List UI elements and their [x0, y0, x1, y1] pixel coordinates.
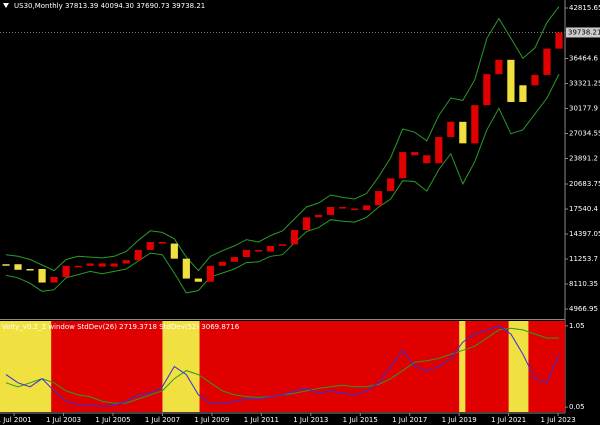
candle — [110, 263, 118, 267]
candle — [38, 269, 46, 283]
y-tick-label: 0.05 — [569, 403, 585, 411]
candle — [158, 241, 166, 244]
candle — [98, 263, 106, 267]
candle — [459, 121, 467, 144]
candle — [146, 241, 154, 250]
candle — [2, 264, 10, 266]
indicator-background — [0, 321, 565, 412]
indicator-highlight — [0, 321, 52, 412]
y-tick-label: 11253.7 — [569, 255, 598, 263]
candle — [86, 263, 94, 266]
candle — [471, 105, 479, 144]
candle — [363, 205, 371, 211]
y-tick-label: 20683.75 — [569, 180, 600, 188]
price-label: 39738.21 — [568, 28, 600, 36]
candle — [555, 32, 563, 49]
x-tick-label: 1 Jul 2011 — [244, 416, 279, 424]
y-tick-label: 14397.05 — [569, 230, 600, 238]
candle — [387, 178, 395, 192]
y-tick-label: 4966.95 — [569, 305, 598, 313]
x-tick-label: 1 Jul 2001 — [0, 416, 32, 424]
candle — [50, 276, 58, 283]
x-tick-label: 1 Jul 2017 — [392, 416, 427, 424]
candle — [122, 260, 130, 264]
menu-icon — [3, 3, 9, 8]
candle — [483, 74, 491, 106]
y-tick-label: 42815.65 — [569, 4, 600, 12]
candle — [351, 208, 359, 211]
x-tick-label: 1 Jul 2013 — [293, 416, 328, 424]
candle — [543, 48, 551, 75]
chart-title: US30,Monthly 37813.39 40094.30 37690.73 … — [14, 2, 205, 10]
candle — [14, 264, 22, 270]
candle — [314, 214, 323, 218]
indicator-title: Volty_v0.2_2 window StdDev(26) 2719.3718… — [2, 323, 240, 331]
x-tick-label: 1 Jul 2003 — [46, 416, 81, 424]
candle — [531, 74, 539, 86]
candle — [278, 244, 287, 246]
candle — [375, 191, 383, 206]
y-tick-label: 30177.9 — [569, 105, 598, 113]
candle — [242, 249, 251, 258]
candle — [302, 217, 311, 231]
candle — [399, 152, 407, 179]
candle — [447, 121, 455, 137]
candle — [254, 249, 263, 252]
y-tick-label: 23891.2 — [569, 155, 598, 163]
candle — [218, 261, 226, 266]
candle — [134, 249, 142, 261]
candle — [411, 152, 419, 156]
series-line — [5, 73, 560, 294]
candle — [266, 245, 275, 252]
x-tick-label: 1 Jul 2019 — [442, 416, 477, 424]
candle — [435, 136, 443, 164]
x-tick-label: 1 Jul 2021 — [491, 416, 526, 424]
candle — [182, 258, 190, 279]
x-tick-label: 1 Jul 2023 — [540, 416, 575, 424]
candle — [62, 265, 70, 277]
x-tick-label: 1 Jul 2005 — [95, 416, 130, 424]
candle — [170, 243, 178, 259]
candle — [206, 265, 214, 282]
candle — [290, 230, 299, 245]
candle — [519, 85, 527, 102]
y-tick-label: 27034.55 — [569, 130, 600, 138]
indicator-highlight — [162, 321, 200, 412]
y-tick-label: 36464.6 — [569, 55, 598, 63]
candle — [339, 206, 347, 209]
candle — [495, 59, 503, 75]
price-label-box — [566, 27, 600, 38]
y-tick-label: 1.05 — [569, 322, 585, 330]
candle — [507, 59, 515, 102]
y-tick-label: 33321.25 — [569, 80, 600, 88]
series-line — [5, 325, 560, 407]
candle — [230, 257, 239, 262]
candle — [26, 269, 34, 271]
indicator-highlight — [508, 321, 529, 412]
x-tick-label: 1 Jul 2009 — [194, 416, 229, 424]
x-tick-label: 1 Jul 2015 — [343, 416, 378, 424]
candle — [194, 278, 202, 282]
candle — [74, 265, 82, 268]
candle — [326, 206, 335, 215]
series-line — [5, 6, 560, 272]
x-tick-label: 1 Jul 2007 — [145, 416, 180, 424]
y-tick-label: 8110.35 — [569, 280, 598, 288]
candle — [423, 155, 431, 164]
y-tick-label: 17540.4 — [569, 205, 598, 213]
indicator-highlight — [459, 321, 466, 412]
